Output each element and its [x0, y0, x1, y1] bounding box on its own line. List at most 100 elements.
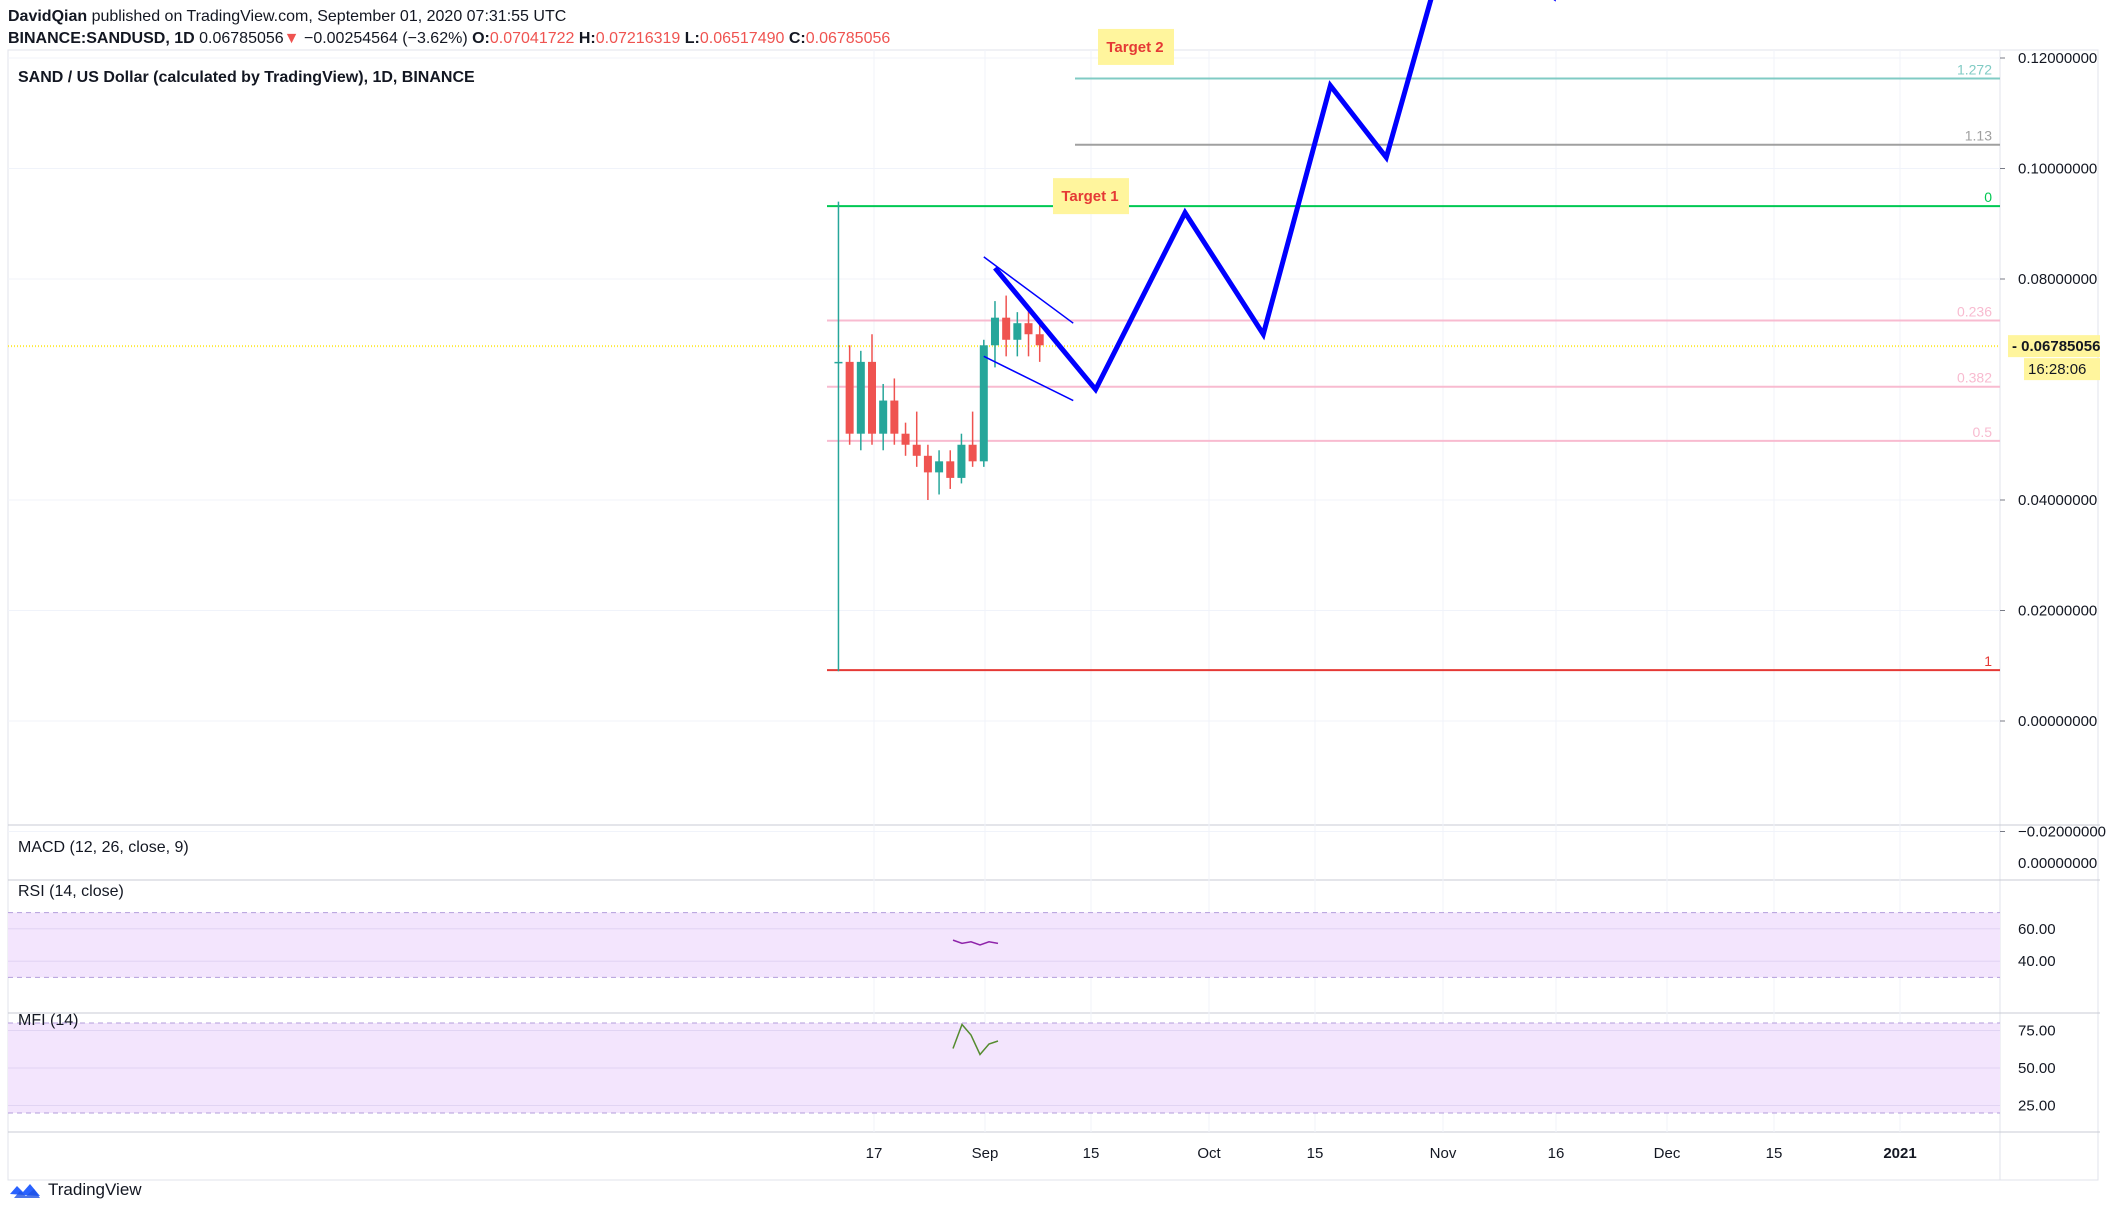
candle-body: [912, 444, 921, 456]
y-tick-label: 0.02000000: [2018, 603, 2097, 620]
brand-name: TradingView: [48, 1180, 142, 1199]
publish-info: published on TradingView.com, September …: [91, 8, 567, 25]
symbol-label: BINANCE:SANDUSD, 1D: [8, 30, 195, 47]
high-label: H:: [578, 30, 596, 47]
flag-channel-line: [983, 355, 1074, 402]
macd-pane: MACD (12, 26, close, 9) 0.00000000: [18, 839, 2097, 872]
countdown-tag: 16:28:06: [2028, 361, 2086, 378]
open-label: O:: [472, 30, 490, 47]
x-tick-label: 17: [866, 1145, 883, 1162]
fib-level-label: 0: [1984, 189, 1992, 205]
macd-title: MACD (12, 26, close, 9): [18, 839, 189, 856]
candle-body: [990, 317, 999, 346]
candle-body: [901, 433, 910, 445]
fib-level-label: 0.5: [1973, 424, 1993, 440]
target-label-bg: [1053, 178, 1129, 215]
last-price-tag: - 0.06785056: [2012, 338, 2100, 355]
x-tick-label: 15: [1766, 1145, 1783, 1162]
fib-level-label: 1.272: [1957, 61, 1992, 77]
y-tick-label: 0.04000000: [2018, 492, 2097, 509]
target-label-text: Target 2: [1106, 39, 1163, 56]
chart-title: SAND / US Dollar (calculated by TradingV…: [18, 69, 475, 86]
candle-body: [868, 361, 876, 434]
candle-body: [946, 461, 955, 478]
low-label: L:: [684, 30, 700, 47]
mfi-title: MFI (14): [18, 1012, 78, 1029]
bull-flag-channel: [983, 256, 1074, 402]
mfi-line: [952, 1023, 999, 1056]
candle-body: [834, 361, 843, 364]
macd-tick-label: 0.00000000: [2018, 855, 2097, 872]
publish-line: DavidQian published on TradingView.com, …: [8, 6, 890, 28]
x-tick-label: Nov: [1430, 1145, 1457, 1162]
projection-path: [993, 0, 1556, 395]
grid-lines: [8, 50, 2000, 1132]
x-tick-label: 15: [1307, 1145, 1324, 1162]
x-tick-label: 2021: [1883, 1145, 1916, 1162]
fib-level-label: 1: [1984, 653, 1992, 669]
mfi-tick-label: 75.00: [2018, 1023, 2056, 1040]
candle-body: [1013, 323, 1022, 340]
close-label: C:: [788, 30, 806, 47]
down-arrow-icon: ▼: [283, 30, 300, 47]
outer-frame: [7, 49, 2099, 1181]
tradingview-brand[interactable]: TradingView: [8, 1180, 142, 1200]
candle-body: [879, 400, 888, 434]
candle-body: [957, 444, 966, 478]
y-tick-label: −0.02000000: [2018, 824, 2106, 841]
projection-zigzag: [993, 0, 1556, 395]
close-value: 0.06785056: [805, 30, 891, 47]
candle-body: [1035, 334, 1044, 346]
tradingview-logo-icon: [10, 1184, 40, 1198]
rsi-line: [952, 939, 999, 946]
target-label-bg: [1098, 28, 1174, 65]
x-tick-label: 15: [1083, 1145, 1100, 1162]
mfi-tick-label: 25.00: [2018, 1098, 2056, 1115]
y-tick-label: 0.08000000: [2018, 271, 2097, 288]
high-value: 0.07216319: [595, 30, 681, 47]
target-label-text: Target 1: [1061, 188, 1118, 205]
flag-channel-line: [983, 256, 1074, 324]
price-axis[interactable]: 0.220000000.200000000.180000000.16000000…: [2000, 0, 2106, 841]
mfi-pane: 75.00 50.00 25.00 MFI (14): [8, 1012, 2056, 1115]
candle-body: [1002, 317, 1011, 340]
x-tick-label: Sep: [972, 1145, 999, 1162]
candle-body: [923, 455, 932, 473]
candle-body: [968, 444, 977, 462]
fib-level-label: 1.13: [1965, 128, 1992, 144]
last-price: 0.06785056: [199, 30, 284, 47]
rsi-tick-label: 40.00: [2018, 953, 2056, 970]
pane-frame: [7, 49, 2100, 1181]
y-tick-label: 0.10000000: [2018, 161, 2097, 178]
rsi-tick-label: 60.00: [2018, 921, 2056, 938]
rsi-pane: 60.00 40.00 RSI (14, close): [8, 883, 2056, 978]
candlestick-series: [834, 201, 1044, 672]
price-change: −0.00254564 (−3.62%): [303, 30, 468, 47]
candle-body: [1024, 323, 1033, 335]
countdown-tag-bg: [2024, 358, 2100, 381]
candle-body: [890, 400, 899, 434]
x-tick-label: Oct: [1197, 1145, 1221, 1162]
chart-header: DavidQian published on TradingView.com, …: [8, 6, 890, 50]
ohlc-line: BINANCE:SANDUSD, 1D 0.06785056▼ −0.00254…: [8, 28, 890, 50]
rsi-title: RSI (14, close): [18, 883, 124, 900]
x-tick-label: Dec: [1654, 1145, 1681, 1162]
author-name[interactable]: DavidQian: [8, 8, 88, 25]
fib-level-label: 0.382: [1957, 370, 1992, 386]
candle-body: [845, 361, 854, 434]
y-tick-label: 0.00000000: [2018, 713, 2097, 730]
low-value: 0.06517490: [699, 30, 785, 47]
x-tick-label: 16: [1548, 1145, 1565, 1162]
y-tick-label: 0.12000000: [2018, 50, 2097, 67]
time-axis[interactable]: 17 Sep 15 Oct 15 Nov 16 Dec 15 2021: [866, 1145, 1917, 1162]
candle-body: [856, 361, 865, 434]
rsi-band: [8, 912, 2000, 978]
candle-body: [979, 345, 988, 462]
last-price-tag-bg: [2008, 335, 2100, 358]
mfi-tick-label: 50.00: [2018, 1060, 2056, 1077]
candle-body: [935, 461, 944, 473]
open-value: 0.07041722: [489, 30, 575, 47]
